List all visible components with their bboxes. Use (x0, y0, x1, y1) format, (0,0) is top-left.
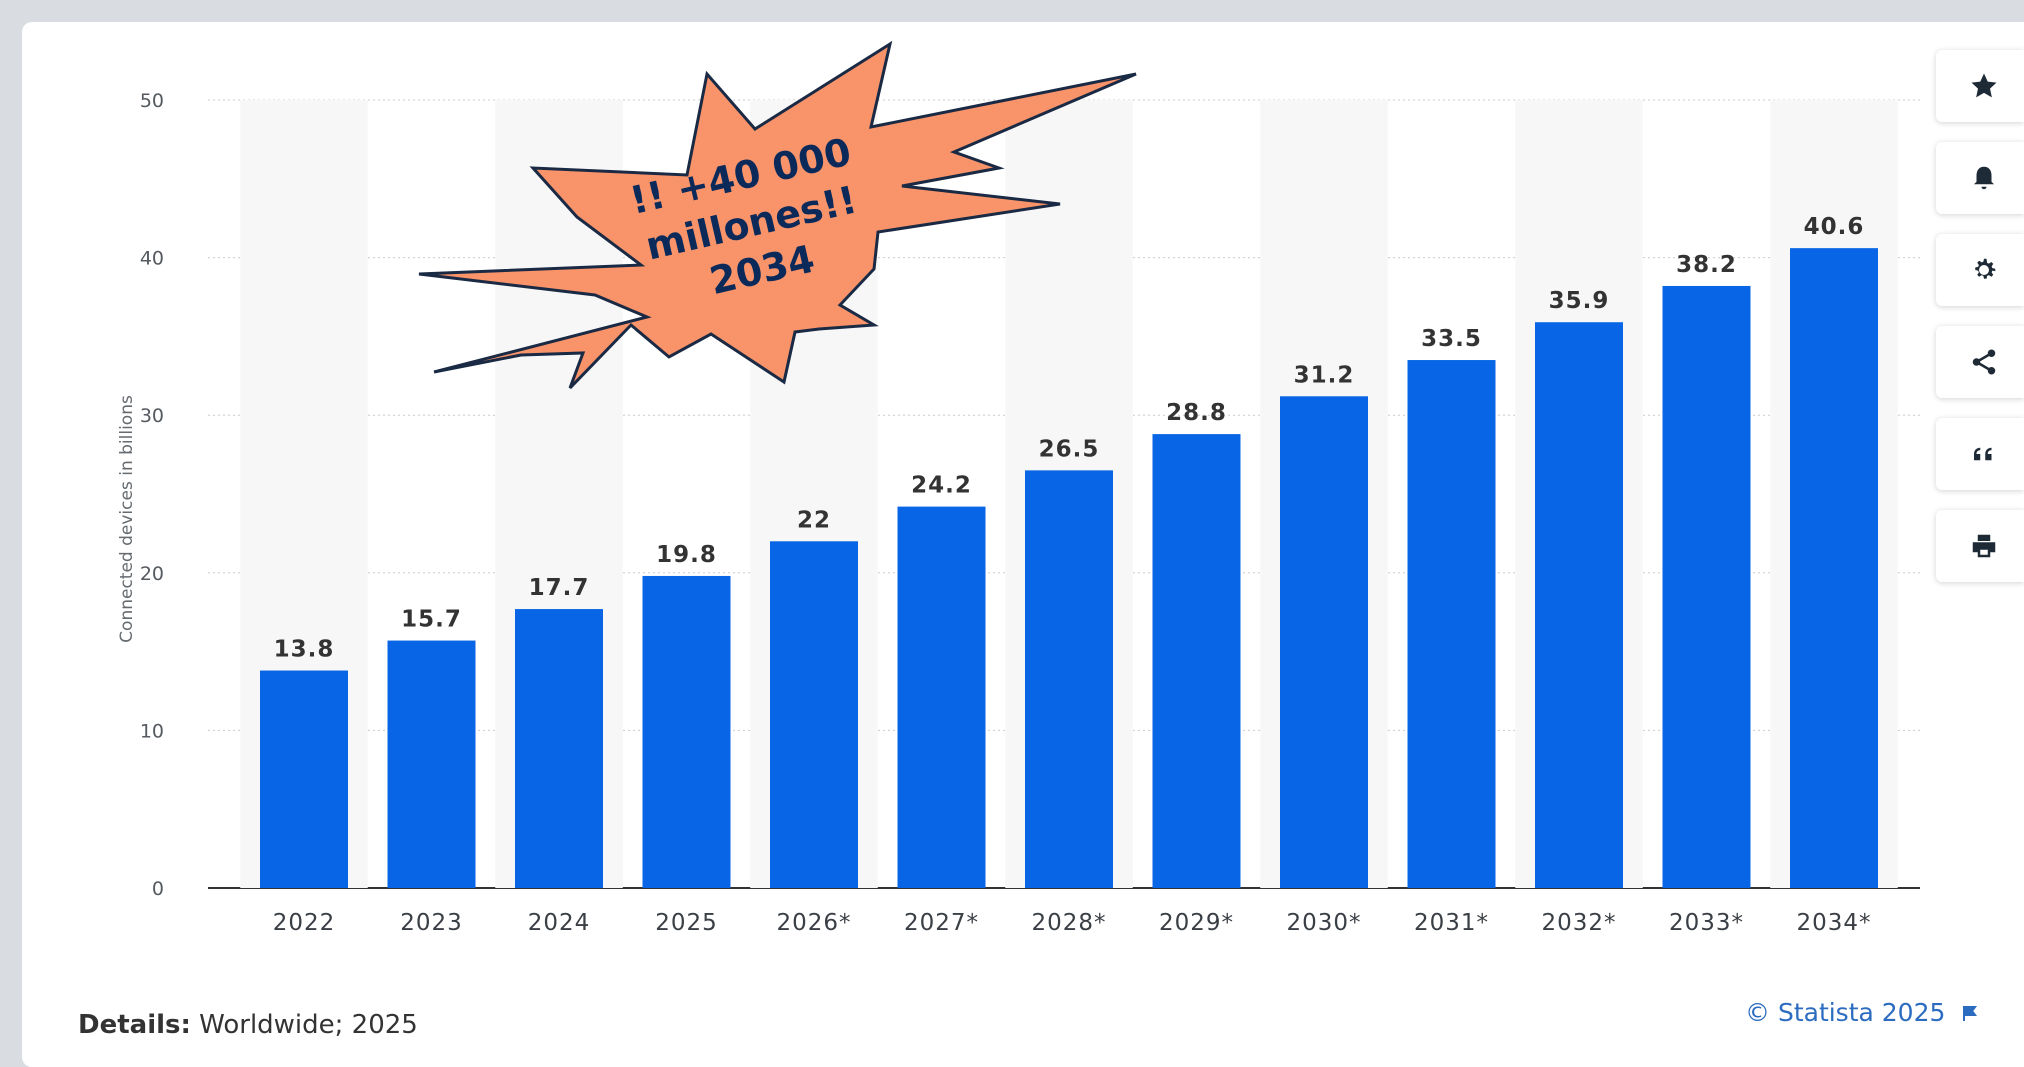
annotation-starburst: !! +40 000 millones!! 2034 (418, 40, 1137, 390)
bar[interactable] (1535, 322, 1623, 888)
data-label: 19.8 (656, 542, 717, 568)
y-tick-label: 10 (140, 720, 164, 742)
data-label: 13.8 (274, 637, 335, 663)
details-label: Details: (78, 1010, 191, 1040)
data-label: 35.9 (1549, 288, 1610, 314)
y-tick-label: 0 (152, 878, 164, 900)
x-tick-label: 2027* (904, 910, 979, 936)
bars (260, 248, 1878, 889)
x-tick-label: 2029* (1159, 910, 1234, 936)
y-tick-label: 30 (140, 405, 164, 427)
x-tick-label: 2023 (400, 910, 463, 936)
gear-icon (1975, 258, 1996, 279)
quote-icon (1974, 447, 1992, 461)
bar[interactable] (387, 640, 476, 888)
data-label: 31.2 (1294, 362, 1355, 388)
bar[interactable] (1407, 360, 1496, 888)
star-icon (1971, 73, 1997, 98)
x-tick-label: 2032* (1541, 910, 1616, 936)
x-tick-label: 2025 (655, 910, 718, 936)
settings-button[interactable] (1936, 234, 2024, 306)
chart-card: 0 10 20 30 40 50 13.8 2022 15.7 2023 17.7 2024 19.8 2… (22, 22, 2024, 1067)
share-icon (1972, 349, 1996, 375)
labels: 0 10 20 30 40 50 13.8 2022 15.7 2023 17.7 2024 19.8 2… (140, 90, 1871, 936)
bar-chart: 0 10 20 30 40 50 13.8 2022 15.7 2023 17.7 2024 19.8 2… (117, 40, 1920, 936)
x-tick-label: 2026* (776, 910, 851, 936)
print-button[interactable] (1936, 510, 2024, 582)
data-label: 33.5 (1421, 326, 1482, 352)
x-tick-label: 2024 (528, 910, 591, 936)
share-button[interactable] (1936, 326, 2024, 398)
favorite-button[interactable] (1936, 50, 2024, 122)
bar[interactable] (1152, 434, 1241, 888)
chart-toolbar (1936, 50, 2024, 602)
bar[interactable] (897, 506, 986, 888)
x-tick-label: 2030* (1286, 910, 1361, 936)
copyright-text: © Statista 2025 (1745, 998, 1946, 1027)
x-tick-label: 2031* (1414, 910, 1489, 936)
bar[interactable] (1790, 248, 1878, 889)
data-label: 26.5 (1039, 436, 1100, 462)
bar[interactable] (642, 575, 731, 888)
bar[interactable] (770, 541, 858, 888)
data-label: 40.6 (1804, 214, 1865, 240)
x-tick-label: 2028* (1031, 910, 1106, 936)
print-icon (1972, 534, 1996, 558)
data-label: 28.8 (1166, 400, 1227, 426)
data-label: 24.2 (911, 473, 972, 499)
bar[interactable] (1025, 470, 1113, 888)
details-note: Details: Worldwide; 2025 (78, 1010, 418, 1040)
y-tick-label: 50 (140, 90, 164, 112)
bar[interactable] (260, 670, 348, 888)
x-tick-label: 2022 (273, 910, 336, 936)
copyright-link[interactable]: © Statista 2025 (1745, 998, 1979, 1027)
notification-button[interactable] (1936, 142, 2024, 214)
bell-icon (1974, 166, 1994, 190)
bar[interactable] (1662, 285, 1751, 888)
data-label: 38.2 (1676, 252, 1737, 278)
flag-icon (1963, 1005, 1978, 1021)
cite-button[interactable] (1936, 418, 2024, 490)
y-tick-label: 20 (140, 563, 164, 585)
x-tick-label: 2033* (1669, 910, 1744, 936)
bar[interactable] (515, 609, 603, 888)
starburst-shape (418, 40, 1137, 390)
data-label: 15.7 (401, 607, 462, 633)
details-value: Worldwide; 2025 (199, 1010, 418, 1040)
y-tick-label: 40 (140, 248, 164, 270)
bar[interactable] (1280, 396, 1368, 888)
x-tick-label: 2034* (1796, 910, 1871, 936)
data-label: 17.7 (529, 575, 590, 601)
data-label: 22 (797, 507, 831, 533)
y-axis-title: Connected devices in billions (117, 395, 137, 643)
